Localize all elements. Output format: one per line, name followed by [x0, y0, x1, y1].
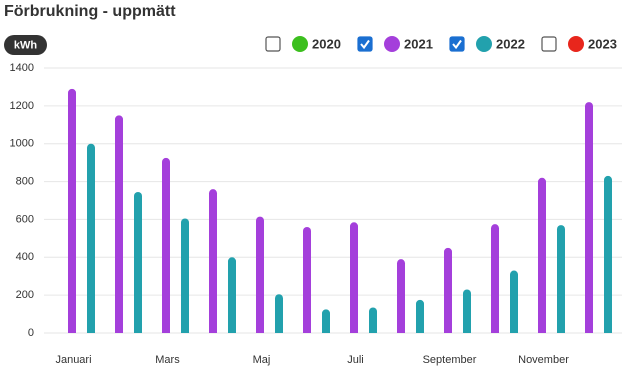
- x-tick-label: Maj: [253, 354, 271, 366]
- legend-label: 2021: [404, 36, 433, 51]
- bar: [322, 309, 330, 333]
- y-tick-label: 1200: [10, 100, 34, 112]
- chart-title: Förbrukning - uppmätt: [4, 3, 176, 20]
- y-tick-label: 200: [16, 289, 34, 301]
- legend-check: [452, 39, 462, 50]
- bar: [369, 307, 377, 333]
- bar: [68, 88, 76, 333]
- legend-label: 2023: [588, 36, 617, 51]
- unit-pill: [4, 35, 47, 55]
- legend-checkbox[interactable]: [357, 36, 373, 52]
- bar: [350, 222, 358, 333]
- bar: [228, 257, 236, 333]
- bar: [416, 299, 424, 333]
- y-tick-label: 600: [16, 213, 34, 225]
- x-tick-label: Mars: [155, 354, 180, 366]
- x-tick-label: Januari: [55, 354, 91, 366]
- legend-checkbox[interactable]: [265, 36, 281, 52]
- legend-checkbox[interactable]: [541, 36, 557, 52]
- x-tick-label: September: [423, 354, 477, 366]
- bar: [538, 177, 546, 333]
- legend-checkbox[interactable]: [449, 36, 465, 52]
- bar: [585, 102, 593, 333]
- legend-swatch: [568, 36, 584, 52]
- bar: [557, 225, 565, 333]
- bar: [162, 157, 170, 333]
- y-tick-label: 800: [16, 175, 34, 187]
- legend-label: 2022: [496, 36, 525, 51]
- bar: [303, 227, 311, 333]
- legend-check: [360, 39, 370, 50]
- bar: [510, 270, 518, 333]
- bar: [463, 289, 471, 333]
- unit-label: kWh: [14, 39, 38, 51]
- legend-swatch: [384, 36, 400, 52]
- bar: [115, 115, 123, 333]
- bar: [604, 175, 612, 333]
- y-tick-label: 400: [16, 251, 34, 263]
- legend-label: 2020: [312, 36, 341, 51]
- bar: [397, 259, 405, 333]
- bar: [181, 218, 189, 333]
- bar: [444, 247, 452, 333]
- y-tick-label: 1400: [10, 62, 34, 74]
- bar: [256, 216, 264, 333]
- bar: [87, 143, 95, 333]
- x-tick-label: Juli: [347, 354, 364, 366]
- y-tick-label: 1000: [10, 138, 34, 150]
- y-tick-label: 0: [28, 327, 34, 339]
- legend-swatch: [476, 36, 492, 52]
- bar: [209, 189, 217, 333]
- x-tick-label: November: [518, 354, 569, 366]
- legend-swatch: [292, 36, 308, 52]
- bar: [275, 294, 283, 333]
- bar: [134, 191, 142, 333]
- bar: [491, 224, 499, 333]
